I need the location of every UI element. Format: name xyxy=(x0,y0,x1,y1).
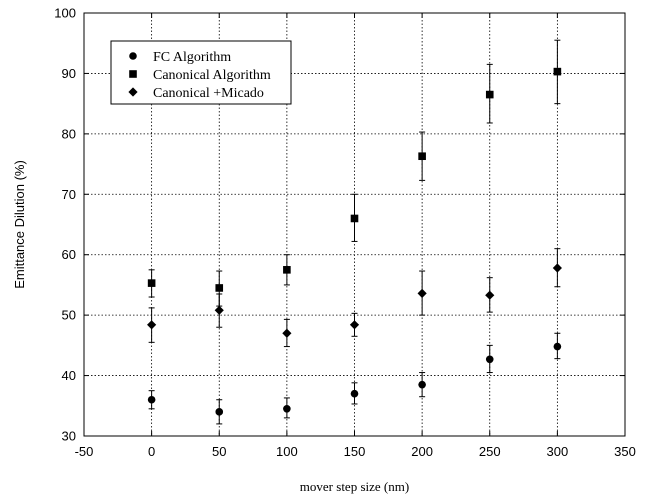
x-tick-label: -50 xyxy=(75,444,94,459)
y-tick-label: 100 xyxy=(54,6,76,21)
data-point xyxy=(418,152,426,161)
y-tick-label: 30 xyxy=(62,429,76,444)
x-tick-label: 200 xyxy=(411,444,433,459)
data-point xyxy=(417,288,427,298)
x-tick-label: 350 xyxy=(614,444,636,459)
x-tick-label: 50 xyxy=(212,444,226,459)
series-fc-algorithm xyxy=(147,332,562,425)
data-point xyxy=(350,214,359,223)
data-point xyxy=(485,290,495,300)
x-tick-label: 250 xyxy=(479,444,501,459)
series-canonical-algorithm xyxy=(147,39,562,307)
y-tick-label: 90 xyxy=(62,66,76,81)
data-point xyxy=(553,67,562,76)
data-point xyxy=(147,395,156,404)
x-tick-label: 100 xyxy=(276,444,298,459)
data-point xyxy=(147,320,157,330)
series-canonical-micado xyxy=(147,248,562,348)
data-point xyxy=(214,305,224,315)
data-point xyxy=(215,408,224,416)
x-tick-label: 300 xyxy=(547,444,569,459)
legend-box xyxy=(110,40,292,105)
y-tick-label: 80 xyxy=(62,126,76,141)
legend-marker xyxy=(129,52,137,60)
legend-entries: FC Algorithm Canonical Algorithm Canonical… xyxy=(128,50,271,101)
legend-entry: Canonical +Micado xyxy=(128,86,264,101)
y-tick-label: 60 xyxy=(62,247,76,262)
data-point xyxy=(283,405,291,413)
legend-marker xyxy=(129,70,137,78)
data-point xyxy=(282,328,292,338)
data-points xyxy=(147,39,562,425)
data-point xyxy=(215,284,224,292)
legend-label: FC Algorithm xyxy=(153,50,231,65)
data-point xyxy=(349,320,360,330)
legend-entry: Canonical Algorithm xyxy=(129,68,271,83)
y-tick-label: 50 xyxy=(62,308,76,323)
legend-label: Canonical +Micado xyxy=(153,86,264,101)
x-tick-label: 0 xyxy=(148,444,155,459)
legend-entry: FC Algorithm xyxy=(129,50,231,65)
data-point xyxy=(418,380,426,389)
legend: FC Algorithm Canonical Algorithm Canonical… xyxy=(110,40,292,105)
y-tick-label: 40 xyxy=(62,368,76,383)
legend-label: Canonical Algorithm xyxy=(153,68,271,83)
data-point xyxy=(553,342,562,351)
data-point xyxy=(485,90,494,99)
y-axis-title: Emittance Dilution (%) xyxy=(12,160,27,289)
data-point xyxy=(350,389,359,398)
x-tick-label: 150 xyxy=(344,444,366,459)
data-point xyxy=(485,355,494,364)
y-tick-label: 70 xyxy=(62,187,76,202)
data-point xyxy=(283,266,291,274)
legend-marker xyxy=(128,87,138,97)
x-axis-title: mover step size (nm) xyxy=(300,479,409,494)
data-point xyxy=(552,263,562,273)
data-point xyxy=(147,279,156,287)
axis-ticks: -50 0 50 100 150 200 250 300 350 30 40 50 60 70 80 90 10… xyxy=(54,6,636,460)
